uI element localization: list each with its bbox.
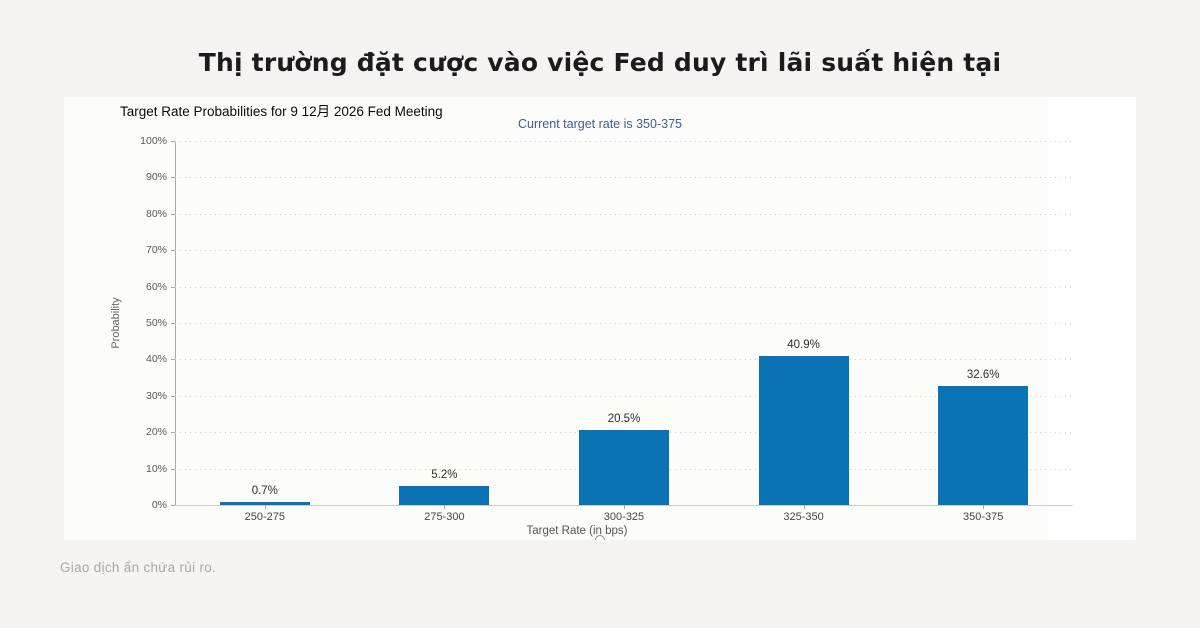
y-tick-mark: [171, 141, 175, 142]
y-tick-mark: [171, 505, 175, 506]
x-tick-label: 275-300: [424, 511, 465, 523]
y-gridline: [175, 286, 1073, 288]
bar: [938, 386, 1029, 505]
disclaimer-text: Giao dịch ẩn chứa rủi ro.: [60, 560, 217, 575]
y-tick-mark: [171, 213, 175, 215]
y-tick-label: 40%: [145, 353, 167, 366]
chart-subtitle: Current target rate is 350-375: [518, 117, 682, 131]
y-gridline: [175, 395, 1073, 397]
y-tick-mark: [171, 395, 175, 397]
x-tick-mark: [803, 505, 805, 509]
y-gridline: [175, 177, 1073, 179]
x-tick-label: 350-375: [963, 511, 1004, 523]
y-tick-label: 60%: [145, 280, 167, 293]
y-tick-mark: [171, 286, 175, 288]
bar: [219, 502, 310, 505]
y-tick-label: 10%: [145, 462, 167, 475]
bar-value-label: 40.9%: [787, 339, 820, 352]
y-tick-label: 50%: [145, 317, 167, 329]
y-tick-label: 70%: [145, 244, 167, 257]
y-gridline: [175, 250, 1073, 252]
bar-value-label: 20.5%: [607, 413, 641, 426]
y-tick-label: 20%: [145, 426, 167, 439]
y-tick-mark: [171, 432, 175, 434]
x-tick-mark: [264, 505, 266, 509]
y-axis-title: Probability: [110, 297, 122, 349]
x-tick-mark: [444, 505, 446, 509]
y-gridline: [175, 359, 1073, 361]
y-gridline: [175, 323, 1073, 324]
y-tick-label: 30%: [145, 389, 167, 402]
plot-area: 0% 10% 20% 30% 40% 50% 60% 70% 80% 90% 100% 0.7% 250…: [140, 135, 1073, 523]
bar: [399, 486, 490, 505]
x-axis-title: Target Rate (in bps): [526, 525, 628, 537]
bar: [758, 356, 849, 505]
y-tick-label: 0%: [151, 499, 167, 511]
y-tick-mark: [171, 250, 175, 252]
y-tick-mark: [171, 177, 175, 179]
x-tick-mark: [983, 505, 985, 509]
bar-value-label: 0.7%: [251, 485, 278, 498]
y-gridline: [175, 141, 1073, 142]
y-tick-mark: [171, 323, 175, 324]
x-tick-label: 325-350: [783, 511, 824, 523]
page-title: Thị trường đặt cược vào việc Fed duy trì…: [198, 48, 1002, 77]
chart-heading: Target Rate Probabilities for 9 12月 2026…: [120, 104, 443, 119]
y-tick-mark: [171, 359, 175, 361]
x-tick-mark: [624, 505, 625, 509]
y-gridline: [175, 213, 1073, 215]
y-tick-label: 100%: [140, 135, 167, 147]
x-tick-label: 300-325: [603, 511, 645, 523]
y-tick-label: 90%: [145, 171, 167, 184]
chart-card: Target Rate Probabilities for 9 12月 2026…: [64, 97, 1136, 540]
bar-value-label: 32.6%: [966, 369, 1000, 382]
card-white-patch: [1048, 97, 1136, 540]
bar: [579, 430, 669, 505]
y-tick-label: 80%: [145, 207, 167, 220]
bar-value-label: 5.2%: [431, 469, 458, 482]
x-tick-label: 250-275: [244, 511, 285, 523]
cropped-logo-artifact: [595, 535, 605, 540]
y-tick-mark: [171, 468, 175, 470]
